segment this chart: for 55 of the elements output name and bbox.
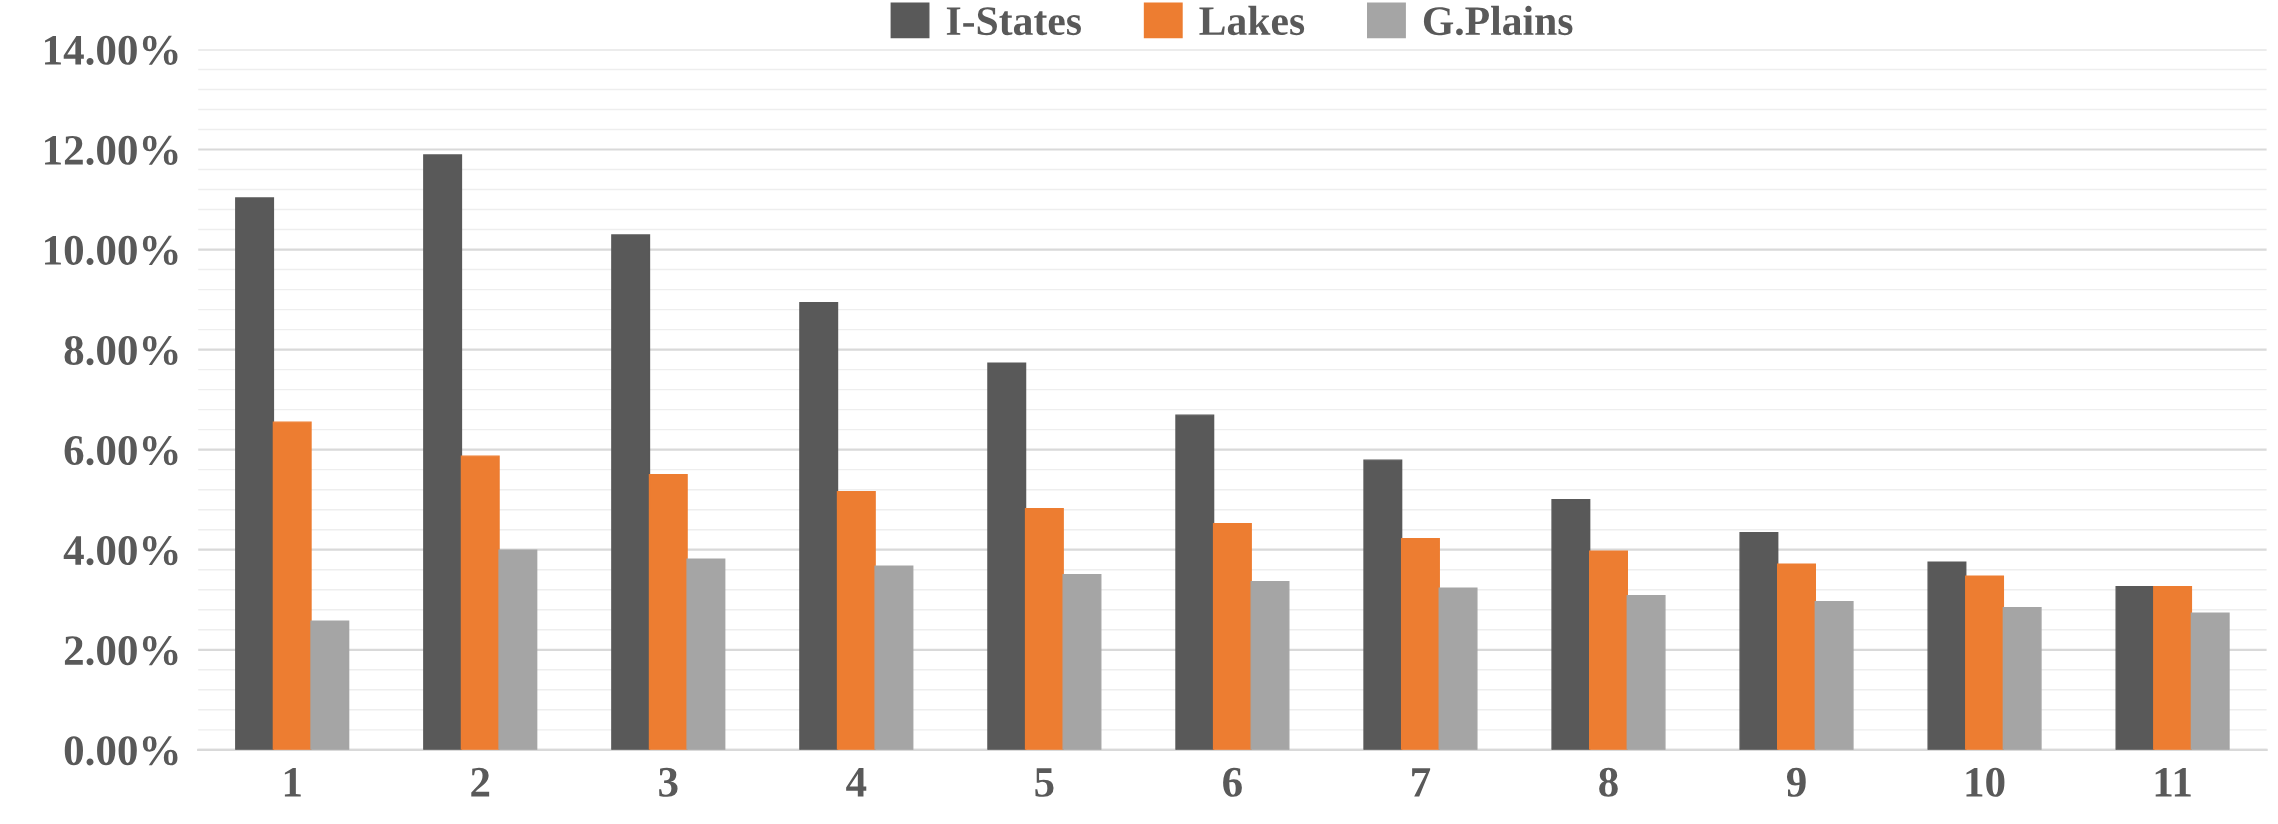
- y-tick-label: 14.00%: [45, 35, 178, 65]
- bar: [1626, 595, 1666, 750]
- bar: [2002, 607, 2042, 750]
- bar: [1438, 587, 1478, 750]
- x-tick-label: 4: [846, 768, 867, 797]
- bar: [1400, 538, 1440, 750]
- x-tick-label: 7: [1412, 768, 1431, 797]
- bar: [648, 473, 688, 750]
- y-tick-label: 4.00%: [63, 536, 178, 566]
- bar: [1814, 601, 1854, 750]
- bar: [235, 197, 275, 750]
- bar: [1927, 561, 1967, 750]
- legend-label: I-States: [946, 7, 1081, 36]
- bar: [1175, 414, 1215, 750]
- bar: [1739, 532, 1779, 750]
- x-tick-label: 9: [1786, 767, 1806, 797]
- y-tick-label: 6.00%: [64, 435, 178, 466]
- x-tick-label: 11: [2155, 767, 2191, 797]
- y-tick-label: 8.00%: [64, 335, 178, 366]
- bar: [686, 558, 726, 750]
- bar: [272, 421, 312, 750]
- bar: [836, 490, 876, 750]
- bar: [611, 234, 651, 750]
- bar: [423, 154, 463, 750]
- legend-label: Lakes: [1199, 5, 1305, 36]
- bar: [1965, 575, 2005, 750]
- x-tick-label: 5: [1035, 768, 1054, 797]
- x-tick-label: 1: [284, 767, 301, 797]
- legend-label: G.Plains: [1423, 5, 1573, 36]
- y-tick-label: 2.00%: [64, 636, 178, 666]
- bar: [1588, 550, 1628, 750]
- bar: [2115, 586, 2155, 750]
- bar: [874, 565, 914, 750]
- y-tick-label: 10.00%: [45, 235, 178, 266]
- bar: [1250, 581, 1290, 750]
- bar: [1212, 523, 1252, 750]
- bar: [2190, 612, 2230, 750]
- bar: [1062, 574, 1102, 750]
- bar: [498, 549, 538, 750]
- x-tick-label: 3: [659, 767, 678, 797]
- y-tick-label: 12.00%: [45, 135, 178, 166]
- bar: [1024, 508, 1064, 750]
- x-tick-label: 6: [1223, 767, 1242, 797]
- bar: [1363, 459, 1403, 750]
- bar: [1777, 563, 1817, 750]
- bar: [310, 620, 350, 750]
- bar: [1551, 499, 1591, 750]
- x-tick-label: 8: [1599, 767, 1618, 797]
- x-tick-label: 2: [471, 767, 490, 797]
- bar: [460, 455, 500, 750]
- x-tick-label: 10: [1966, 767, 2005, 797]
- bar: [987, 362, 1027, 750]
- y-tick-label: 0.00%: [64, 736, 178, 766]
- bar: [2153, 586, 2193, 750]
- bar: [799, 301, 839, 750]
